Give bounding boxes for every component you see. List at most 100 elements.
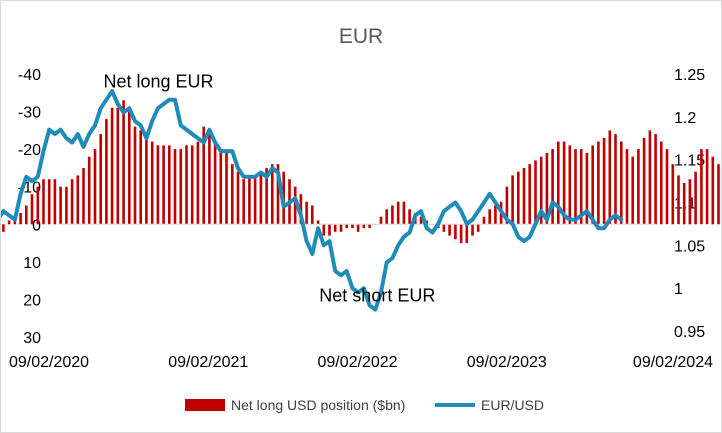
bar-net-long-usd [568, 145, 572, 225]
bar-net-long-usd [322, 224, 326, 236]
bar-net-long-usd [700, 149, 703, 225]
bar-net-long-usd [608, 130, 612, 225]
bar-net-long-usd [36, 186, 40, 225]
bar-net-long-usd [385, 209, 388, 225]
bar-net-long-usd [2, 224, 5, 232]
bar-net-long-usd [688, 179, 692, 225]
bar-net-long-usd [311, 205, 314, 225]
bar-net-long-usd [259, 171, 263, 225]
right-axis-tick-label: 1 [674, 281, 683, 298]
bar-net-long-usd [711, 156, 715, 225]
bar-net-long-usd [293, 186, 297, 225]
bar-net-long-usd [145, 134, 148, 225]
bar-net-long-usd [65, 186, 68, 225]
bar-net-long-usd [631, 156, 634, 225]
bar-net-long-usd [116, 107, 120, 225]
bar-net-long-usd [362, 224, 366, 229]
bar-net-long-usd [213, 141, 217, 225]
bar-net-long-usd [128, 111, 131, 225]
bar-net-long-usd [648, 130, 652, 225]
bar-net-long-usd [59, 186, 62, 225]
bar-net-long-usd [408, 209, 411, 225]
right-axis-tick-label: 0.95 [674, 324, 705, 341]
bar-net-long-usd [271, 164, 274, 225]
annotation-net-long: Net long EUR [104, 72, 214, 92]
legend: Net long USD position ($bn) EUR/USD [185, 397, 544, 413]
bar-net-long-usd [545, 152, 549, 225]
bar-net-long-usd [442, 224, 446, 232]
bar-net-long-usd [368, 224, 371, 229]
bar-net-long-usd [25, 205, 28, 225]
bar-net-long-usd [356, 224, 360, 232]
bar-net-long-usd [396, 201, 400, 225]
bar-net-long-usd [265, 167, 268, 225]
bar-net-long-usd [202, 126, 205, 225]
bar-net-long-usd [482, 216, 486, 225]
bar-net-long-usd [47, 179, 51, 225]
bar-net-long-usd [705, 149, 709, 225]
bar-net-long-usd [660, 141, 663, 225]
legend-swatch-net-long-usd [185, 399, 225, 411]
bar-net-long-usd [156, 145, 160, 225]
annotation-net-short: Net short EUR [319, 286, 435, 306]
bar-net-long-usd [30, 194, 34, 225]
bar-net-long-usd [694, 171, 697, 225]
bar-net-long-usd [19, 213, 22, 225]
bar-net-long-usd [179, 149, 183, 225]
bar-net-long-usd [494, 205, 497, 225]
legend-label-net-long-usd: Net long USD position ($bn) [231, 397, 405, 413]
bar-net-long-usd [391, 205, 394, 225]
bar-net-long-usd [465, 224, 469, 244]
bar-net-long-usd [53, 179, 57, 225]
bar-net-long-usd [534, 160, 537, 225]
bar-net-long-usd [236, 171, 240, 225]
bar-net-long-usd [379, 216, 383, 225]
bar-net-long-usd [105, 119, 108, 225]
bar-net-long-usd [654, 134, 657, 225]
bar-net-long-usd [459, 224, 463, 244]
bar-net-long-usd [7, 220, 11, 225]
bar-net-long-usd [677, 175, 680, 225]
x-axis: 09/02/2020 09/02/2021 09/02/2022 09/02/2023… [9, 354, 713, 371]
right-axis-tick-label: 1.2 [674, 110, 696, 127]
bar-net-long-usd [253, 175, 257, 225]
bar-net-long-usd [248, 175, 251, 225]
bar-net-long-usd [419, 216, 423, 225]
x-axis-tick-label: 09/02/2022 [317, 354, 397, 371]
bar-net-long-usd [150, 141, 154, 225]
bar-net-long-usd [87, 156, 91, 225]
bar-net-long-usd [637, 149, 640, 225]
bar-net-long-usd [476, 224, 480, 232]
left-axis-tick-label: 30 [23, 330, 41, 347]
x-axis-tick-label: 09/02/2020 [9, 354, 89, 371]
left-axis-tick-label: 20 [23, 292, 41, 309]
bar-net-long-usd [402, 201, 406, 225]
bar-net-long-usd [642, 137, 646, 225]
bar-net-long-usd [551, 149, 554, 225]
right-axis-tick-label: 1.25 [674, 67, 705, 84]
bar-net-long-usd [219, 149, 223, 225]
chart-title: EUR [339, 25, 383, 48]
bar-net-long-usd [591, 145, 594, 225]
bar-net-long-usd [597, 141, 600, 225]
bar-net-long-usd [196, 141, 200, 225]
left-axis-tick-label: 0 [32, 217, 41, 234]
bar-net-long-usd [602, 137, 606, 225]
bar-net-long-usd [190, 145, 194, 225]
bar-net-long-usd [185, 145, 188, 225]
left-axis-tick-label: -30 [18, 105, 41, 122]
bar-net-long-usd [110, 107, 114, 225]
bar-net-long-usd [579, 149, 583, 225]
bar-net-long-usd [562, 141, 566, 225]
bar-net-long-usd [488, 209, 491, 225]
bar-net-long-usd [454, 224, 457, 240]
eurusd-line [1, 89, 624, 312]
bar-net-long-usd [511, 175, 514, 225]
bar-net-long-usd [505, 186, 509, 225]
bar-net-long-usd [539, 156, 543, 225]
bar-net-long-usd [168, 145, 171, 225]
bar-net-long-usd [351, 224, 354, 229]
bar-net-long-usd [122, 100, 125, 225]
